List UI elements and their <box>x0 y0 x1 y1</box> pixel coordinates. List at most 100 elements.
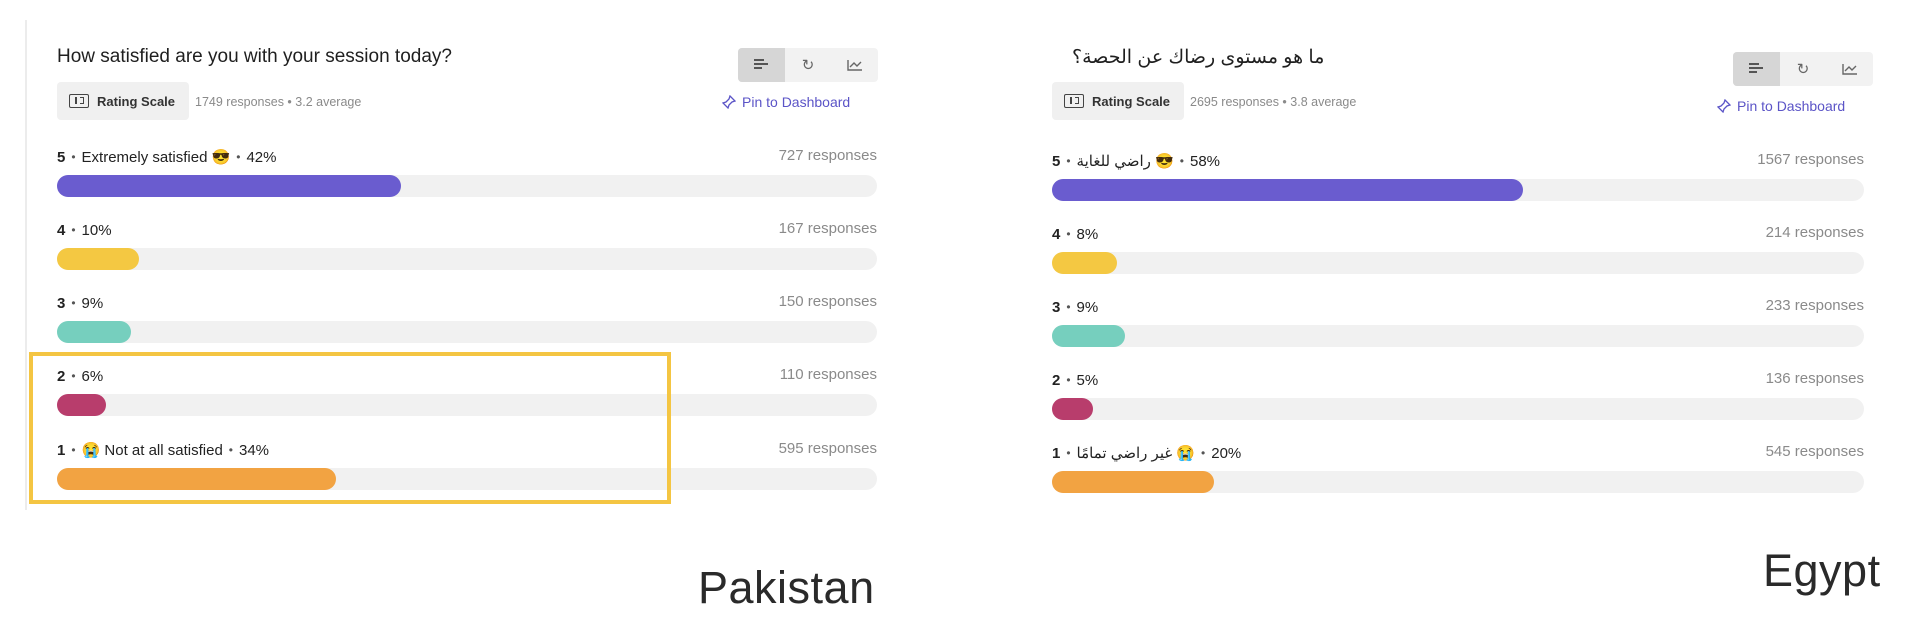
rating-row-2: 2 • 6% 110 responses <box>57 366 877 426</box>
rating-option-text: Extremely satisfied 😎 <box>81 149 231 166</box>
bar-chart-view-button[interactable] <box>1733 52 1780 86</box>
chart-view-toggle: ↻ <box>1733 52 1873 86</box>
rating-percentage: 42% <box>246 148 277 166</box>
rating-row-label: 4 • 8% <box>1052 224 1098 244</box>
bar-track <box>57 175 877 197</box>
rating-row-label: 3 • 9% <box>1052 297 1098 317</box>
pin-label: Pin to Dashboard <box>1737 98 1846 114</box>
bar-fill <box>1052 325 1126 347</box>
line-chart-view-button[interactable] <box>831 48 878 82</box>
rating-option-text: 😭 Not at all satisfied <box>81 442 223 459</box>
rating-level: 2 <box>57 367 66 385</box>
rating-row-label: 1 • 😭 غير راضي تمامًا • 20% <box>1052 443 1241 463</box>
rating-row-label: 5 • Extremely satisfied 😎 • 42% <box>57 147 277 167</box>
results-panel-egypt: ما هو مستوى رضاك عن الحصة؟ Rating Scale … <box>1040 0 1880 520</box>
highlight-box <box>29 352 671 504</box>
line-chart-view-button[interactable] <box>1826 52 1873 86</box>
bar-fill <box>57 468 336 490</box>
rating-row-label: 5 • 😎 راضي للغاية • 58% <box>1052 151 1220 171</box>
bar-track <box>57 248 877 270</box>
pin-label: Pin to Dashboard <box>742 94 851 110</box>
donut-chart-icon: ↻ <box>801 57 815 74</box>
bar-fill <box>57 321 131 343</box>
pin-to-dashboard-link[interactable]: Pin to Dashboard <box>1716 98 1846 114</box>
rating-level: 1 <box>1052 444 1061 462</box>
response-count: 545 responses <box>1765 443 1864 460</box>
separator-dot: • <box>1066 373 1071 387</box>
response-count: 1567 responses <box>1757 151 1864 168</box>
rating-level: 3 <box>57 294 66 312</box>
question-type-chip: Rating Scale <box>1052 82 1185 120</box>
rating-percentage: 10% <box>81 221 112 239</box>
question-type-label: Rating Scale <box>97 93 176 109</box>
rating-level: 3 <box>1052 298 1061 316</box>
rating-percentage: 9% <box>81 294 104 312</box>
rating-row-3: 3 • 9% 150 responses <box>57 293 877 353</box>
rating-level: 1 <box>57 441 66 459</box>
pin-icon <box>1716 98 1732 114</box>
pin-icon <box>721 94 737 110</box>
rating-percentage: 5% <box>1076 371 1099 389</box>
donut-chart-icon: ↻ <box>1796 61 1810 78</box>
rating-row-4: 4 • 10% 167 responses <box>57 220 877 280</box>
bar-chart-icon <box>754 59 769 71</box>
rating-level: 4 <box>1052 225 1061 243</box>
separator-dot: • <box>1179 154 1184 168</box>
rating-percentage: 6% <box>81 367 104 385</box>
bar-fill <box>1052 252 1117 274</box>
question-title: How satisfied are you with your session … <box>57 46 452 67</box>
rating-percentage: 8% <box>1076 225 1099 243</box>
separator-dot: • <box>236 150 241 164</box>
donut-chart-view-button[interactable]: ↻ <box>1780 52 1827 86</box>
bar-fill <box>1052 471 1215 493</box>
rating-row-label: 4 • 10% <box>57 220 112 240</box>
bar-track <box>1052 398 1864 420</box>
bar-fill <box>1052 179 1523 201</box>
rating-percentage: 20% <box>1211 444 1242 462</box>
rating-row-label: 3 • 9% <box>57 293 103 313</box>
bar-track <box>1052 471 1864 493</box>
response-count: 233 responses <box>1765 297 1864 314</box>
country-label-egypt: Egypt <box>1763 545 1881 596</box>
country-label-pakistan: Pakistan <box>698 562 875 613</box>
bar-fill <box>1052 398 1093 420</box>
donut-chart-view-button[interactable]: ↻ <box>785 48 832 82</box>
bar-track <box>57 468 877 490</box>
response-count: 595 responses <box>778 440 877 457</box>
bar-chart-view-button[interactable] <box>738 48 785 82</box>
rating-percentage: 34% <box>238 441 270 459</box>
bar-track <box>1052 179 1864 201</box>
response-count: 150 responses <box>778 293 877 310</box>
rating-row-1: 1 • 😭 Not at all satisfied • 34% 595 response… <box>57 440 877 500</box>
pin-to-dashboard-link[interactable]: Pin to Dashboard <box>721 94 851 110</box>
separator-dot: • <box>71 296 76 310</box>
question-type-chip: Rating Scale <box>57 82 190 120</box>
rating-scale-icon <box>1064 94 1084 108</box>
separator-dot: • <box>228 443 233 457</box>
bar-fill <box>57 175 402 197</box>
response-count: 136 responses <box>1765 370 1864 387</box>
response-count: 214 responses <box>1765 224 1864 241</box>
separator-dot: • <box>71 223 76 237</box>
separator-dot: • <box>71 150 76 164</box>
rating-scale-icon <box>69 94 89 108</box>
rating-percentage: 58% <box>1189 152 1221 170</box>
rating-option-text: 😎 راضي للغاية <box>1076 153 1174 170</box>
separator-dot: • <box>1066 446 1071 460</box>
line-chart-icon <box>1841 63 1858 75</box>
response-summary: 1749 responses • 3.2 average <box>195 95 362 109</box>
separator-dot: • <box>1066 154 1071 168</box>
separator-dot: • <box>1066 227 1071 241</box>
rating-row-2: 2 • 5% 136 responses <box>1052 370 1864 430</box>
rating-row-label: 1 • 😭 Not at all satisfied • 34% <box>57 440 269 460</box>
bar-fill <box>57 394 107 416</box>
question-type-label: Rating Scale <box>1092 93 1171 109</box>
rating-level: 5 <box>57 148 66 166</box>
rating-option-text: 😭 غير راضي تمامًا <box>1076 445 1196 462</box>
bar-track <box>57 321 877 343</box>
rating-row-1: 1 • 😭 غير راضي تمامًا • 20% 545 responses <box>1052 443 1864 503</box>
rating-row-5: 5 • 😎 راضي للغاية • 58% 1567 responses <box>1052 151 1864 211</box>
separator-dot: • <box>1066 300 1071 314</box>
rating-level: 5 <box>1052 152 1061 170</box>
chart-view-toggle: ↻ <box>738 48 878 82</box>
